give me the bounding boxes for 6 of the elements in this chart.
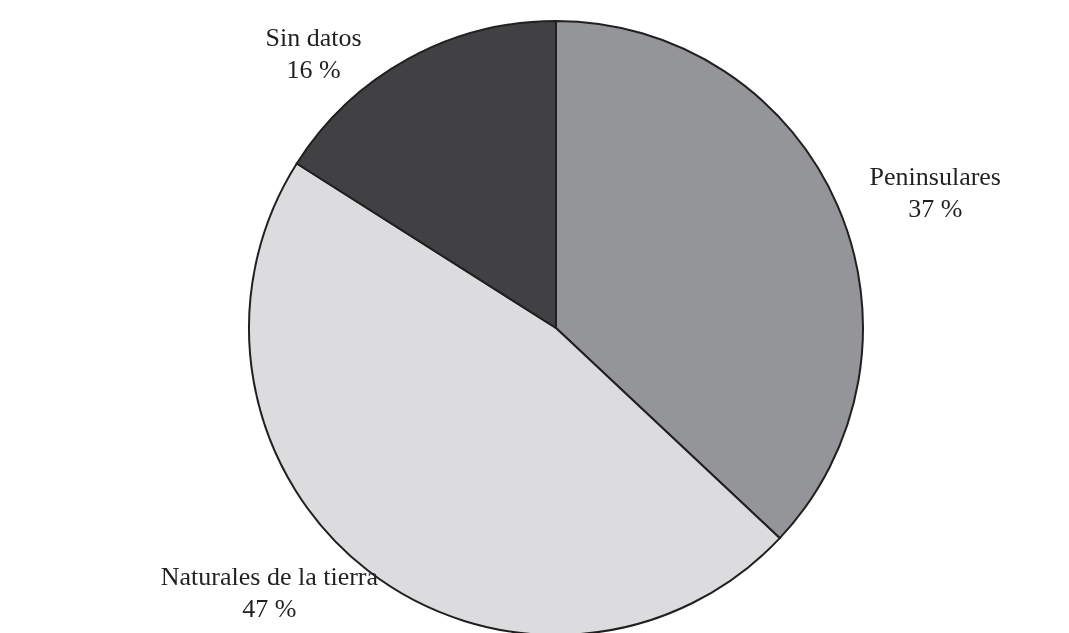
slice-label: Naturales de la tierra — [160, 562, 379, 592]
data-label: 16 % — [286, 55, 341, 84]
slice-label: Sin datos — [265, 23, 362, 52]
data-label: 37 % — [908, 194, 963, 224]
slice-label: Peninsulares — [869, 162, 1001, 192]
data-label: 47 % — [242, 594, 297, 624]
